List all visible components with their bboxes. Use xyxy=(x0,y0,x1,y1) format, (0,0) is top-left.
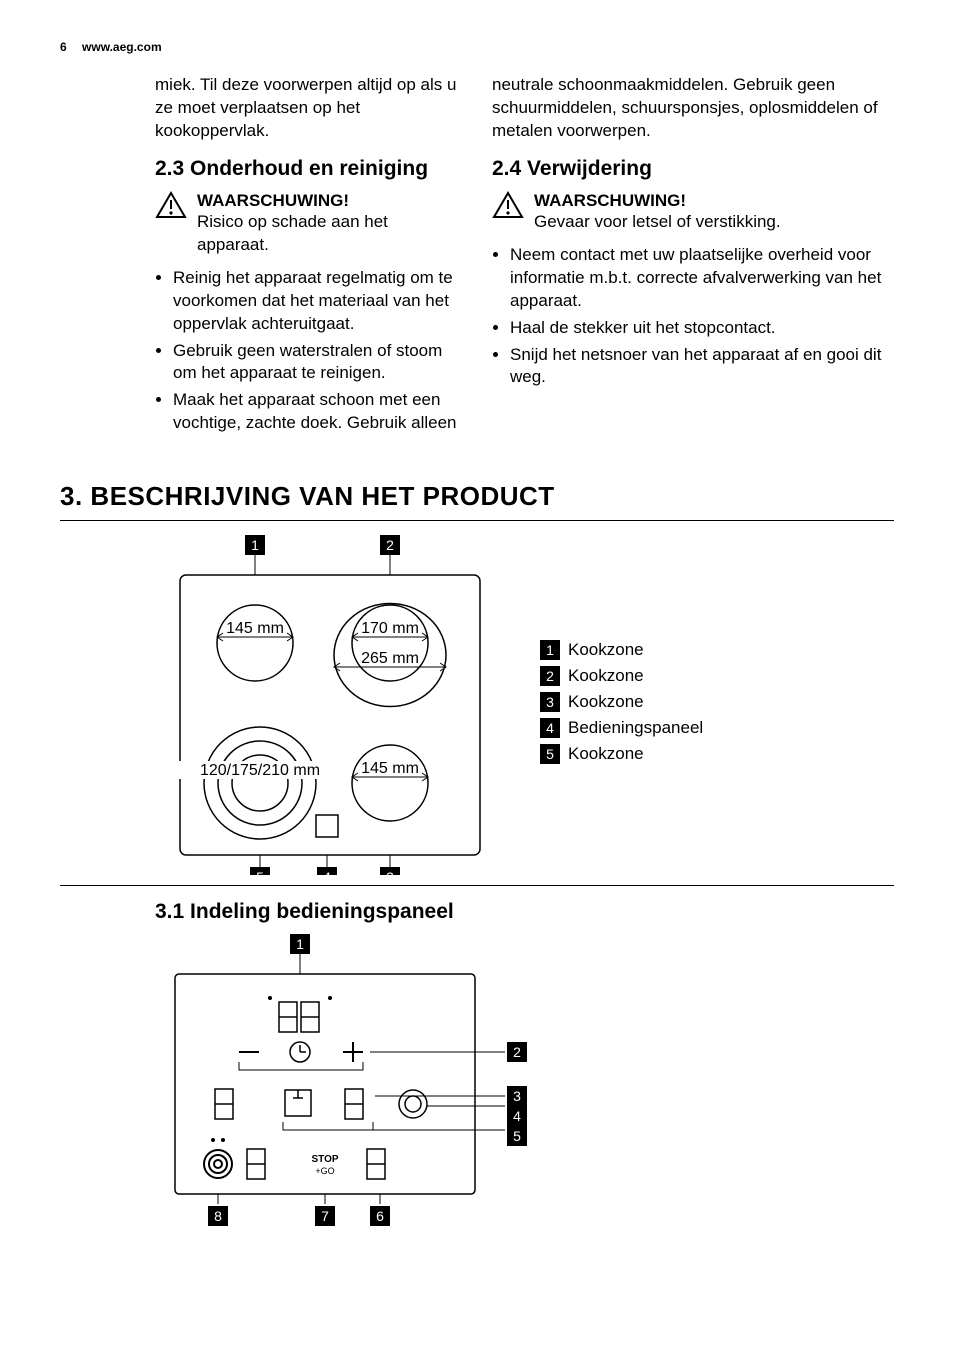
page-header: 6 www.aeg.com xyxy=(60,40,894,54)
legend-item: 5 Kookzone xyxy=(540,744,703,764)
heading-number: 2.3 xyxy=(155,157,184,180)
warning-block-23: WAARSCHUWING! Risico op schade aan het a… xyxy=(155,191,462,257)
cooktop-diagram: 145 mm 1 170 mm 265 mm 2 120/175/210 mm 5 145 m… xyxy=(160,535,500,875)
right-column: neutrale schoonmaakmiddelen. Gebruik gee… xyxy=(492,74,894,441)
svg-text:4: 4 xyxy=(513,1108,521,1124)
svg-text:5: 5 xyxy=(256,869,264,875)
svg-text:2: 2 xyxy=(513,1044,521,1060)
section-rule xyxy=(60,885,894,886)
bullets-24: Neem contact met uw plaatselijke overhei… xyxy=(492,244,894,390)
heading-title: Onderhoud en reiniging xyxy=(190,157,428,180)
svg-text:145 mm: 145 mm xyxy=(226,620,284,637)
svg-text:265 mm: 265 mm xyxy=(361,650,419,667)
legend-item: 2 Kookzone xyxy=(540,666,703,686)
svg-text:2: 2 xyxy=(386,537,394,553)
warning-body: Gevaar voor letsel of verstikking. xyxy=(534,211,781,234)
continued-paragraph-left: miek. Til deze voorwerpen altijd op als … xyxy=(155,74,462,143)
warning-block-24: WAARSCHUWING! Gevaar voor letsel of vers… xyxy=(492,191,894,234)
bullet-item: Gebruik geen waterstralen of stoom om he… xyxy=(173,340,462,386)
legend-label: Kookzone xyxy=(568,744,644,764)
svg-text:6: 6 xyxy=(376,1208,384,1224)
svg-text:1: 1 xyxy=(251,537,259,553)
svg-text:170 mm: 170 mm xyxy=(361,620,419,637)
bullet-item: Haal de stekker uit het stopcontact. xyxy=(510,317,894,340)
svg-text:7: 7 xyxy=(321,1208,329,1224)
subsection-3-1: 3.1 Indeling bedieningspaneel 1 2 3 4 5 STOP+… xyxy=(155,900,894,1234)
legend-badge: 5 xyxy=(540,744,560,764)
heading-number: 3. xyxy=(60,481,83,511)
bullet-item: Reinig het apparaat regelmatig om te voo… xyxy=(173,267,462,336)
svg-text:120/175/210 mm: 120/175/210 mm xyxy=(200,762,320,779)
bullet-item: Neem contact met uw plaatselijke overhei… xyxy=(510,244,894,313)
svg-text:3: 3 xyxy=(386,869,394,875)
legend-item: 3 Kookzone xyxy=(540,692,703,712)
legend-label: Kookzone xyxy=(568,692,644,712)
cooktop-legend: 1 Kookzone 2 Kookzone 3 Kookzone 4 Bedieningspa… xyxy=(540,640,703,770)
bullet-item: Maak het apparaat schoon met een vochtig… xyxy=(173,389,462,435)
cooktop-diagram-row: 145 mm 1 170 mm 265 mm 2 120/175/210 mm 5 145 m… xyxy=(160,535,894,875)
legend-badge: 1 xyxy=(540,640,560,660)
header-url: www.aeg.com xyxy=(82,40,162,54)
heading-3: 3. BESCHRIJVING VAN HET PRODUCT xyxy=(60,481,894,512)
svg-text:4: 4 xyxy=(323,869,331,875)
legend-label: Kookzone xyxy=(568,666,644,686)
heading-title: BESCHRIJVING VAN HET PRODUCT xyxy=(90,481,554,511)
legend-badge: 3 xyxy=(540,692,560,712)
continued-paragraph-right: neutrale schoonmaakmiddelen. Gebruik gee… xyxy=(492,74,894,143)
heading-title: Verwijdering xyxy=(527,157,652,180)
legend-item: 4 Bedieningspaneel xyxy=(540,718,703,738)
warning-body: Risico op schade aan het apparaat. xyxy=(197,211,462,257)
svg-text:STOP: STOP xyxy=(311,1154,338,1165)
warning-triangle-icon xyxy=(492,191,524,219)
svg-text:3: 3 xyxy=(513,1088,521,1104)
heading-3-1: 3.1 Indeling bedieningspaneel xyxy=(155,900,894,924)
bullets-23: Reinig het apparaat regelmatig om te voo… xyxy=(155,267,462,436)
heading-2-3: 2.3 Onderhoud en reiniging xyxy=(155,157,462,181)
legend-item: 1 Kookzone xyxy=(540,640,703,660)
section-rule xyxy=(60,520,894,521)
svg-text:5: 5 xyxy=(513,1128,521,1144)
warning-title: WAARSCHUWING! xyxy=(197,191,462,211)
page-number: 6 xyxy=(60,40,67,54)
warning-title: WAARSCHUWING! xyxy=(534,191,781,211)
legend-label: Bedieningspaneel xyxy=(568,718,703,738)
svg-text:8: 8 xyxy=(214,1208,222,1224)
legend-label: Kookzone xyxy=(568,640,644,660)
legend-badge: 2 xyxy=(540,666,560,686)
warning-triangle-icon xyxy=(155,191,187,219)
heading-2-4: 2.4 Verwijdering xyxy=(492,157,894,181)
bullet-item: Snijd het netsnoer van het apparaat af e… xyxy=(510,344,894,390)
svg-text:1: 1 xyxy=(296,936,304,952)
legend-badge: 4 xyxy=(540,718,560,738)
svg-text:+GO: +GO xyxy=(315,1166,334,1176)
heading-number: 2.4 xyxy=(492,157,521,180)
two-column-text: miek. Til deze voorwerpen altijd op als … xyxy=(60,74,894,441)
svg-text:145 mm: 145 mm xyxy=(361,760,419,777)
control-panel-diagram: 1 2 3 4 5 STOP+GO 8 7 6 xyxy=(155,934,555,1234)
left-column: miek. Til deze voorwerpen altijd op als … xyxy=(60,74,462,441)
heading-number: 3.1 xyxy=(155,900,184,923)
heading-title: Indeling bedieningspaneel xyxy=(190,900,454,923)
